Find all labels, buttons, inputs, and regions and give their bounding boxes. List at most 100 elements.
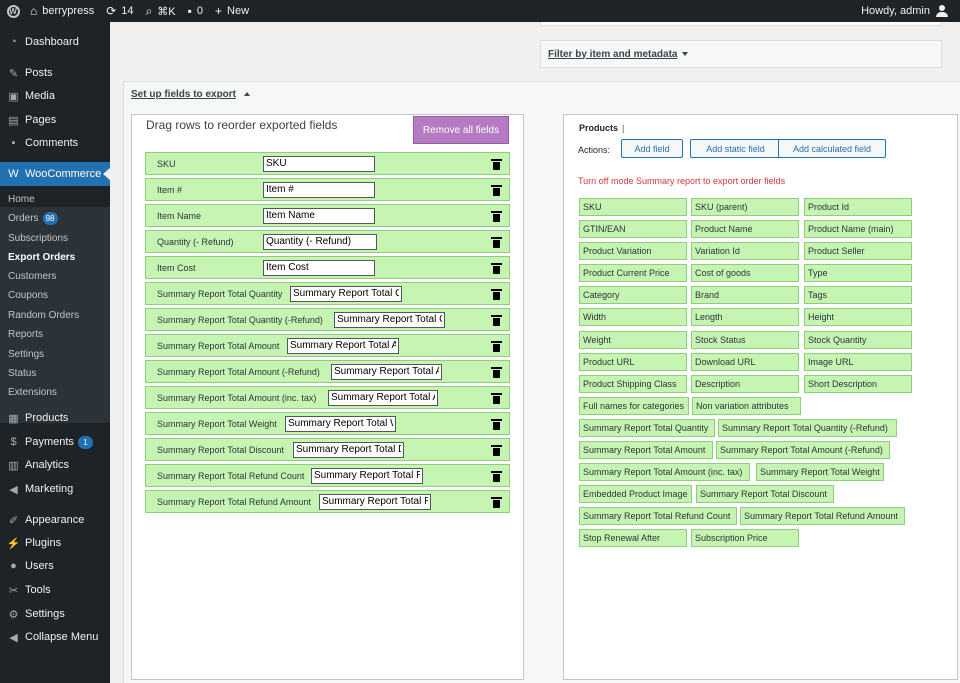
remove-all-fields-button[interactable]: Remove all fields [413,116,509,144]
collapse-menu-button[interactable]: ◀ Collapse Menu [0,625,110,649]
export-field-row[interactable]: Summary Report Total Amount [145,334,510,357]
available-field-chip[interactable]: Summary Report Total Amount [579,441,713,459]
submenu-export-orders[interactable]: Export Orders [8,252,76,263]
menu-payments[interactable]: $ Payments 1 [0,430,110,454]
menu-dashboard[interactable]: ◔ Dashboard [0,30,110,54]
submenu-orders[interactable]: Orders 98 [8,209,58,228]
available-field-chip[interactable]: Length [691,308,799,326]
available-field-chip[interactable]: Stock Quantity [804,331,912,349]
available-field-chip[interactable]: Non variation attributes [692,397,801,415]
field-row-input[interactable] [331,363,442,380]
trash-icon[interactable] [491,237,502,248]
export-field-row[interactable]: Item Name [145,204,510,227]
available-field-chip[interactable]: Download URL [691,353,799,371]
available-field-chip[interactable]: Summary Report Total Amount (-Refund) [716,441,890,459]
submenu-settings[interactable]: Settings [8,349,45,360]
available-field-chip[interactable]: Description [691,375,799,393]
available-field-chip[interactable]: Product Seller [804,242,912,260]
field-row-input[interactable] [328,389,438,406]
submenu-coupons[interactable]: Coupons [8,290,49,301]
trash-icon[interactable] [491,263,502,274]
trash-icon[interactable] [491,211,502,222]
submenu-subscriptions[interactable]: Subscriptions [8,233,69,244]
trash-icon[interactable] [491,367,502,378]
menu-media[interactable]: ▣ Media [8,90,55,103]
trash-icon[interactable] [491,185,502,196]
field-row-input[interactable] [319,493,431,510]
available-field-chip[interactable]: Variation Id [691,242,799,260]
trash-icon[interactable] [491,341,502,352]
submenu-extensions[interactable]: Extensions [8,387,57,398]
trash-icon[interactable] [491,471,502,482]
menu-analytics[interactable]: ▥ Analytics [8,459,70,472]
submenu-customers[interactable]: Customers [8,271,57,282]
available-field-chip[interactable]: Embedded Product Image [579,485,692,503]
field-row-input[interactable] [263,155,375,172]
updates-link[interactable]: ⟳ 14 [106,4,134,18]
available-field-chip[interactable]: Width [579,308,687,326]
add-static-field-button[interactable]: Add static field [690,139,781,158]
field-row-input[interactable] [293,441,404,458]
trash-icon[interactable] [491,159,502,170]
export-field-row[interactable]: Item Cost [145,256,510,279]
available-field-chip[interactable]: Summary Report Total Refund Amount [740,507,905,525]
field-row-input[interactable] [263,181,375,198]
available-field-chip[interactable]: Short Description [804,375,912,393]
submenu-status[interactable]: Status [8,368,37,379]
menu-tools[interactable]: ✂ Tools [8,584,51,597]
export-field-row[interactable]: Summary Report Total Quantity [145,282,510,305]
available-field-chip[interactable]: Height [804,308,912,326]
command-palette-link[interactable]: ⌕ ⌘K [145,3,176,18]
field-row-input[interactable] [311,467,423,484]
available-field-chip[interactable]: Summary Report Total Discount [696,485,834,503]
available-field-chip[interactable]: SKU [579,198,687,216]
field-row-input[interactable] [334,311,445,328]
available-field-chip[interactable]: Summary Report Total Weight [756,463,884,481]
available-field-chip[interactable]: Subscription Price [691,529,799,547]
export-field-row[interactable]: Summary Report Total Quantity (-Refund) [145,308,510,331]
submenu-random-orders[interactable]: Random Orders [8,310,80,321]
menu-settings[interactable]: ⚙ Settings [8,608,65,621]
new-content-link[interactable]: + New [215,4,250,18]
menu-marketing[interactable]: ◀ Marketing [0,477,110,501]
available-field-chip[interactable]: Product Shipping Class [579,375,687,393]
export-field-row[interactable]: Summary Report Total Weight [145,412,510,435]
available-field-chip[interactable]: Brand [691,286,799,304]
available-field-chip[interactable]: Product Variation [579,242,687,260]
export-field-row[interactable]: Summary Report Total Discount [145,438,510,461]
available-field-chip[interactable]: Cost of goods [691,264,799,282]
menu-woocommerce[interactable]: W WooCommerce [0,162,110,186]
site-name-link[interactable]: ⌂ berrypress [30,4,95,18]
trash-icon[interactable] [491,419,502,430]
available-field-chip[interactable]: SKU (parent) [691,198,799,216]
available-field-chip[interactable]: Stop Renewal After [579,529,687,547]
available-field-chip[interactable]: Full names for categories [579,397,689,415]
submenu-home[interactable]: Home [8,194,35,205]
field-row-input[interactable] [263,259,375,276]
available-field-chip[interactable]: Product Current Price [579,264,687,282]
available-field-chip[interactable]: Stock Status [691,331,799,349]
available-field-chip[interactable]: Product URL [579,353,687,371]
trash-icon[interactable] [491,315,502,326]
add-calculated-field-button[interactable]: Add calculated field [778,139,886,158]
filter-by-item-toggle[interactable]: Filter by item and metadata [540,40,942,68]
available-field-chip[interactable]: Summary Report Total Quantity (-Refund) [718,419,897,437]
available-field-chip[interactable]: GTIN/EAN [579,220,687,238]
field-row-input[interactable] [263,233,377,250]
export-field-row[interactable]: SKU [145,152,510,175]
field-row-input[interactable] [263,207,375,224]
setup-fields-toggle[interactable]: Set up fields to export [131,89,250,100]
export-field-row[interactable]: Summary Report Total Amount (inc. tax) [145,386,510,409]
export-field-row[interactable]: Summary Report Total Amount (-Refund) [145,360,510,383]
available-field-chip[interactable]: Product Id [804,198,912,216]
add-field-button[interactable]: Add field [621,139,683,158]
available-field-chip[interactable]: Summary Report Total Amount (inc. tax) [579,463,750,481]
available-field-chip[interactable]: Product Name (main) [804,220,912,238]
available-field-chip[interactable]: Summary Report Total Quantity [579,419,715,437]
menu-comments[interactable]: ▪ Comments [0,131,110,155]
available-field-chip[interactable]: Type [804,264,912,282]
trash-icon[interactable] [491,497,502,508]
field-row-input[interactable] [285,415,396,432]
export-field-row[interactable]: Summary Report Total Refund Amount [145,490,510,513]
available-field-chip[interactable]: Weight [579,331,687,349]
